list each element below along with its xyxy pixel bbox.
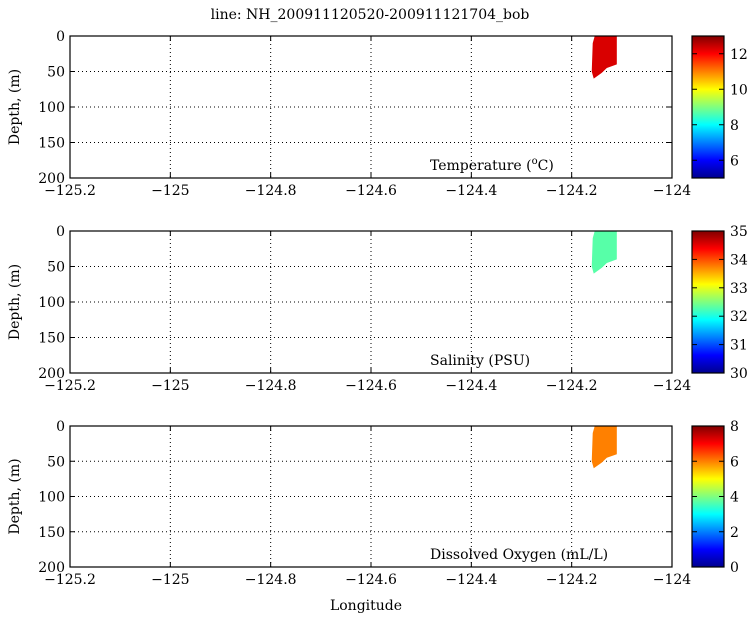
colorbar-tick-label: 12: [730, 47, 748, 63]
y-axis-label: Depth, (m): [7, 264, 23, 340]
x-tick-label: −125: [151, 378, 189, 394]
colorbar-gradient: [691, 230, 725, 374]
y-tick-label: 200: [38, 366, 65, 382]
data-patch-temperature: [591, 36, 617, 79]
x-tick-label: −124.2: [546, 378, 598, 394]
y-tick-label: 100: [38, 490, 65, 506]
colorbar-tick-label: 10: [730, 82, 748, 98]
y-tick-label: 0: [56, 224, 65, 240]
y-tick-label: 200: [38, 171, 65, 187]
x-tick-label: −125.2: [44, 572, 96, 588]
colorbar-tick-label: 6: [730, 153, 739, 169]
colorbar-tick-label: 35: [730, 224, 748, 240]
colorbar-tick-label: 4: [730, 490, 739, 506]
colorbar-tick-label: 8: [730, 118, 739, 134]
variable-annotation: Dissolved Oxygen (mL/L): [430, 547, 608, 563]
x-tick-label: −124.8: [245, 183, 297, 199]
x-tick-label: −124.6: [345, 378, 397, 394]
colorbar-tick-label: 33: [730, 281, 748, 297]
data-patch-dissolved-oxygen: [591, 426, 617, 469]
x-tick-label: −124.8: [245, 572, 297, 588]
colorbar-tick-label: 30: [730, 366, 748, 382]
y-tick-label: 50: [47, 260, 65, 276]
x-tick-label: −125: [151, 183, 189, 199]
colorbar-tick-label: 2: [730, 525, 739, 541]
y-tick-label: 50: [47, 65, 65, 81]
colorbar-tick-label: 6: [730, 454, 739, 470]
x-tick-label: −124.4: [445, 183, 497, 199]
x-tick-label: −124.8: [245, 378, 297, 394]
y-tick-label: 100: [38, 100, 65, 116]
x-tick-label: −124.4: [445, 572, 497, 588]
panel-3: −125.2 −125 −124.8 −124.6 −124.4 −124.2 −124 0 5…: [7, 419, 739, 588]
x-tick-label: −124: [653, 572, 692, 588]
x-tick-label: −125.2: [44, 183, 96, 199]
colorbar-tick-label: 31: [730, 338, 748, 354]
x-tick-label: −124.6: [345, 572, 397, 588]
data-patch-salinity: [591, 231, 617, 274]
colorbar-gradient: [691, 425, 725, 568]
panel-1: −125.2 −125 −124.8 −124.6 −124.4 −124.2 −124 0 5…: [7, 29, 748, 199]
y-axis-label: Depth, (m): [7, 458, 23, 534]
y-tick-label: 150: [38, 331, 65, 347]
x-tick-label: −124.2: [546, 572, 598, 588]
colorbar-tick-label: 0: [730, 560, 739, 576]
y-tick-label: 0: [56, 419, 65, 435]
x-tick-label: −124.4: [445, 378, 497, 394]
x-tick-label: −124: [653, 183, 692, 199]
x-axis-label: Longitude: [330, 598, 402, 614]
y-tick-label: 150: [38, 136, 65, 152]
x-tick-label: −125.2: [44, 378, 96, 394]
colorbar: 30 31 32 33 34 35: [691, 224, 748, 382]
colorbar-tick-label: 32: [730, 309, 748, 325]
colorbar-tick-label: 8: [730, 419, 739, 435]
y-axis-label: Depth, (m): [7, 69, 23, 145]
y-tick-label: 200: [38, 560, 65, 576]
y-tick-label: 150: [38, 525, 65, 541]
figure-title: line: NH_200911120520-200911121704_bob: [211, 7, 530, 23]
y-tick-label: 100: [38, 295, 65, 311]
y-tick-label: 0: [56, 29, 65, 45]
panel-2: −125.2 −125 −124.8 −124.6 −124.4 −124.2 −124 0 5…: [7, 224, 748, 394]
x-tick-label: −125: [151, 572, 189, 588]
variable-annotation: Salinity (PSU): [430, 353, 530, 369]
x-tick-label: −124.2: [546, 183, 598, 199]
colorbar: 0 2 4 6 8: [691, 419, 739, 576]
colorbar-gradient: [691, 35, 725, 179]
colorbar-tick-label: 34: [730, 252, 748, 268]
y-tick-label: 50: [47, 454, 65, 470]
x-tick-label: −124: [653, 378, 692, 394]
variable-annotation: Temperature (oC): [430, 156, 554, 174]
colorbar: 6 8 10 12: [691, 35, 748, 179]
x-tick-label: −124.6: [345, 183, 397, 199]
